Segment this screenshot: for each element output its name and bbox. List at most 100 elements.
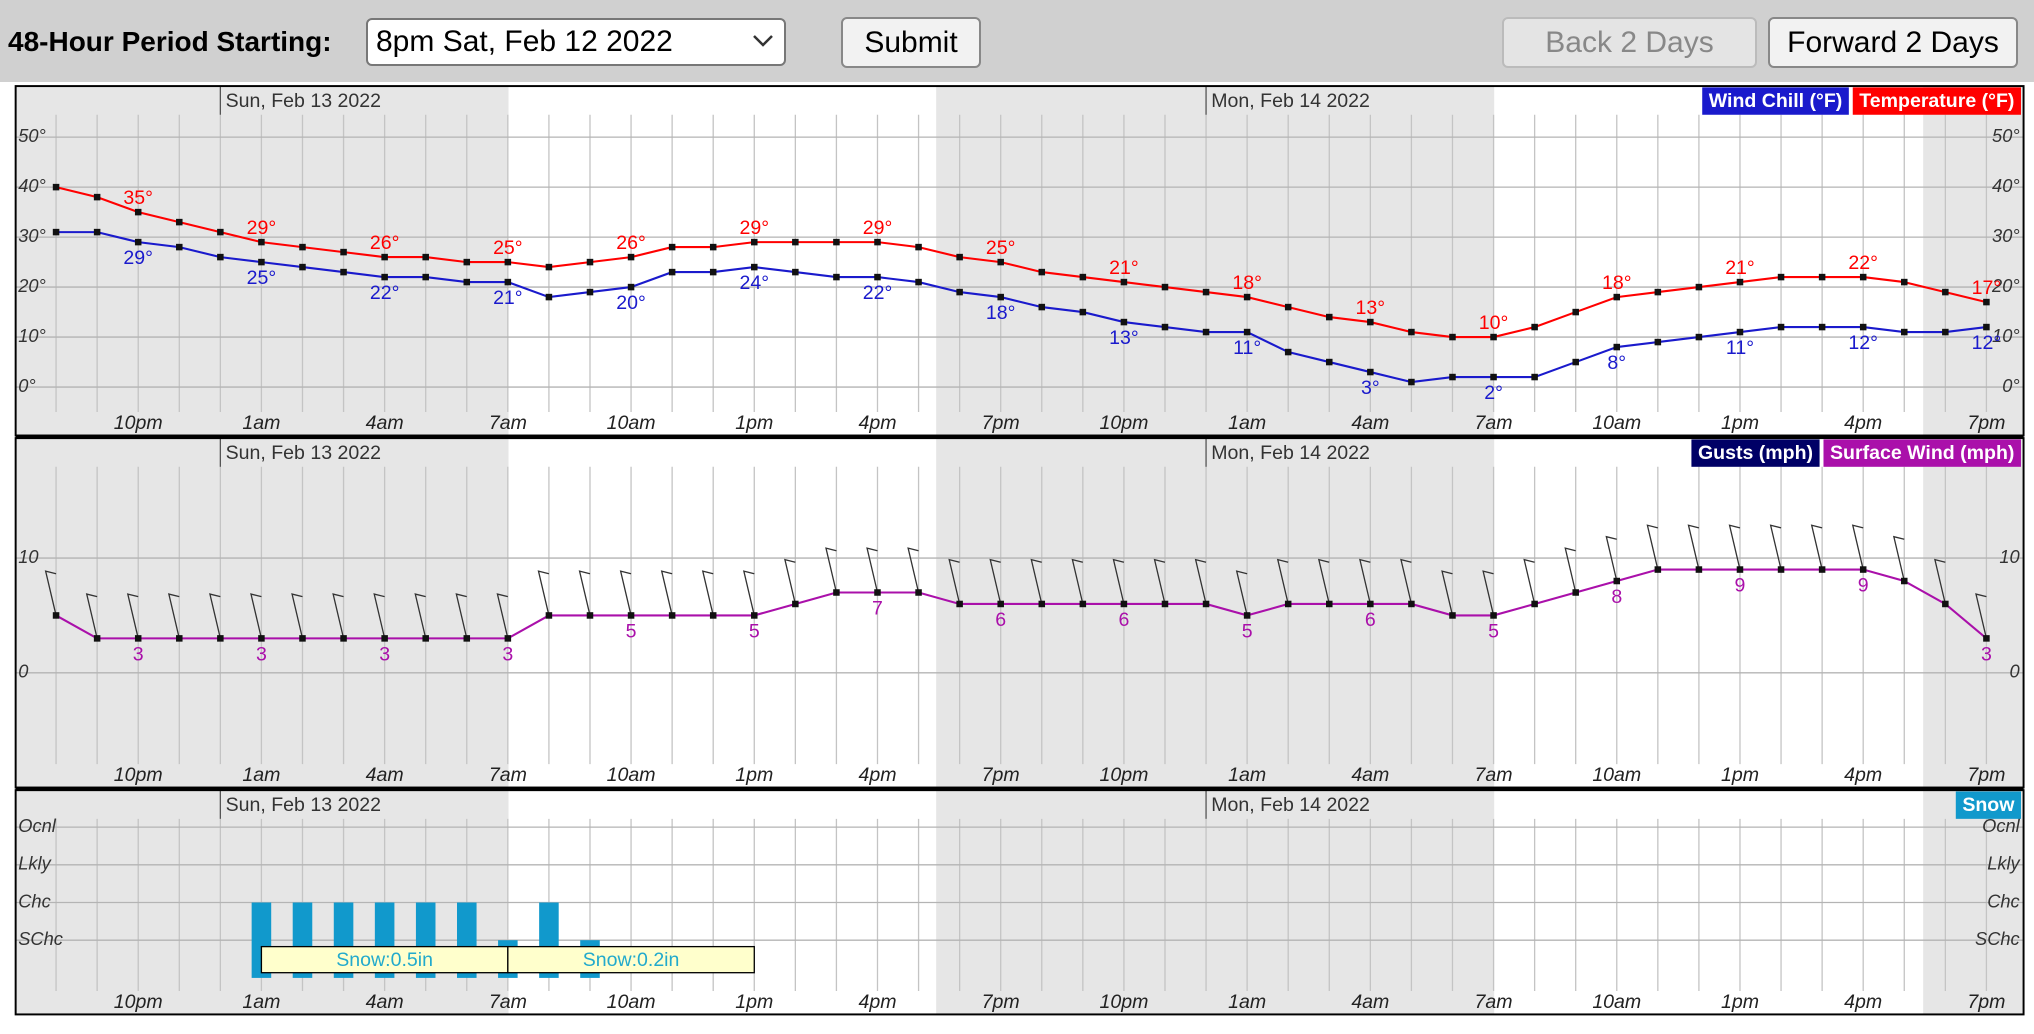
wind-barb — [1769, 524, 1782, 570]
value-label: 26° — [370, 232, 400, 254]
wind-barb — [1276, 558, 1289, 605]
x-tick-label: 7am — [1475, 412, 1513, 434]
data-point — [1367, 318, 1374, 326]
wind-barb — [742, 570, 755, 616]
data-point — [1572, 358, 1579, 366]
x-tick-label: 4pm — [1844, 412, 1882, 434]
data-point — [751, 612, 758, 619]
data-point — [52, 612, 60, 619]
y-tick-label-right: Ocnl — [1982, 815, 2020, 836]
series-line — [55, 568, 1988, 640]
data-point — [1284, 303, 1292, 311]
data-point — [258, 635, 265, 642]
legend-swatch — [1702, 87, 1849, 115]
data-point — [709, 612, 717, 619]
data-point — [340, 248, 347, 256]
chevron — [753, 35, 773, 47]
forward-button[interactable]: Forward 2 Days — [1768, 17, 2018, 68]
data-point — [1654, 566, 1662, 573]
data-point — [915, 278, 922, 286]
data-point — [627, 253, 635, 261]
data-point — [1202, 600, 1210, 608]
data-point — [1942, 328, 1949, 336]
x-tick-label: 1pm — [1721, 991, 1759, 1013]
x-tick-label: 7pm — [1967, 412, 2005, 434]
data-point — [1942, 288, 1949, 296]
y-tick-label-right: Lkly — [1987, 853, 2021, 874]
back-button[interactable]: Back 2 Days — [1502, 17, 1757, 68]
value-label: 8° — [1607, 352, 1626, 374]
value-label: 17° — [1972, 277, 2002, 299]
wind-barb — [1194, 558, 1207, 605]
data-point — [874, 589, 881, 596]
legend-label: Gusts (mph) — [1698, 442, 1813, 464]
annotation-box — [260, 945, 509, 974]
x-tick-label: 1pm — [735, 991, 773, 1013]
period-select[interactable]: 8pm Sat, Feb 12 2022 — [366, 18, 786, 66]
value-label: 5 — [1488, 621, 1499, 643]
data-point — [340, 635, 347, 642]
data-point — [997, 258, 1004, 266]
data-point — [792, 238, 799, 246]
value-label: 3 — [379, 644, 390, 666]
value-label: 9 — [1735, 575, 1746, 597]
data-point — [1859, 273, 1867, 281]
data-point — [381, 253, 388, 261]
y-tick-label: SChc — [18, 928, 63, 949]
data-point — [833, 589, 840, 596]
data-point — [1408, 600, 1415, 608]
value-label: 18° — [1232, 272, 1262, 294]
wind-barb — [414, 593, 427, 639]
wind-barb — [825, 547, 838, 593]
legend-swatch — [1955, 791, 2021, 819]
value-label: 3 — [133, 644, 144, 666]
value-label: 10° — [1479, 312, 1509, 334]
data-point — [668, 268, 676, 276]
y-tick-label: Ocnl — [18, 815, 56, 836]
data-point — [1695, 566, 1703, 573]
wind-barb — [948, 558, 961, 605]
wind-barb — [455, 593, 468, 639]
x-tick-label: 10pm — [1099, 764, 1148, 786]
x-tick-label: 1am — [242, 412, 280, 434]
y-tick-label: Chc — [18, 890, 50, 911]
data-point — [1326, 600, 1333, 608]
data-point — [1531, 373, 1538, 381]
data-point — [1120, 278, 1128, 286]
legend-label: Wind Chill (°F) — [1709, 90, 1843, 112]
wind-barb — [1687, 524, 1700, 570]
y-tick-label: 30° — [18, 225, 46, 246]
series-line — [56, 231, 1987, 384]
data-point — [545, 293, 553, 301]
value-label: 22° — [1848, 252, 1878, 274]
value-label: 12° — [1848, 332, 1878, 354]
data-point — [299, 635, 306, 642]
wind-barb — [332, 593, 345, 639]
data-point — [545, 263, 553, 271]
value-label: 18° — [1602, 272, 1632, 294]
value-label: 5 — [749, 621, 760, 643]
data-point — [1408, 378, 1415, 386]
x-tick-label: 1am — [1228, 991, 1266, 1013]
x-tick-label: 1am — [1228, 764, 1266, 786]
data-point — [1120, 318, 1128, 326]
submit-button[interactable]: Submit — [841, 17, 981, 68]
x-tick-label: 4pm — [1844, 764, 1882, 786]
wind-barb — [1153, 558, 1166, 605]
value-label: 2° — [1484, 382, 1503, 404]
y-tick-label: 10° — [18, 325, 46, 346]
legend-label: Surface Wind (mph) — [1830, 442, 2014, 464]
value-label: 6 — [995, 609, 1006, 631]
data-point — [1284, 600, 1292, 608]
legend-swatch — [1823, 439, 2021, 467]
data-point — [504, 258, 512, 266]
data-point — [751, 263, 758, 271]
x-tick-label: 10pm — [114, 991, 163, 1013]
data-point — [1736, 278, 1744, 286]
x-tick-label: 7am — [489, 991, 527, 1013]
data-point — [1326, 358, 1333, 366]
x-tick-label: 1pm — [1721, 412, 1759, 434]
value-label: 25° — [986, 237, 1016, 259]
value-label: 22° — [863, 282, 893, 304]
wind-barb — [1564, 547, 1577, 593]
